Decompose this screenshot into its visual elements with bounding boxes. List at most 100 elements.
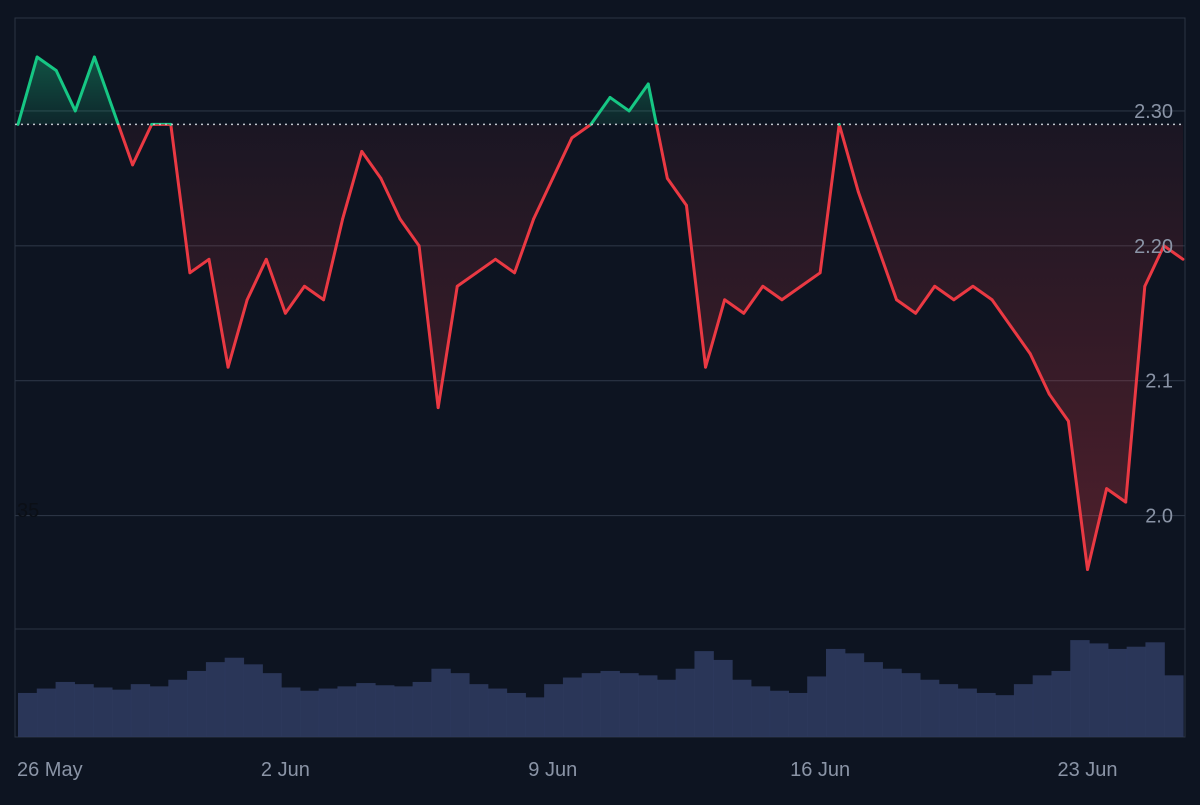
data-point bbox=[264, 257, 268, 261]
data-point bbox=[16, 123, 20, 126]
volume-bar bbox=[713, 659, 733, 737]
data-point bbox=[494, 257, 497, 261]
x-tick-label: 16 Jun bbox=[790, 759, 850, 781]
volume-bar bbox=[1164, 675, 1184, 737]
volume-bar bbox=[919, 679, 940, 737]
data-point bbox=[303, 284, 306, 288]
volume-bar bbox=[318, 688, 339, 737]
data-point bbox=[54, 69, 58, 72]
data-point bbox=[761, 284, 765, 288]
data-point bbox=[723, 298, 727, 302]
volume-bar bbox=[656, 679, 677, 737]
volume-bar bbox=[393, 686, 414, 737]
volume-bar bbox=[694, 651, 714, 737]
data-point bbox=[207, 257, 211, 261]
y-axis-labels: 2.0 2.1 2.20 2.30 bbox=[1134, 101, 1173, 528]
volume-bar bbox=[600, 670, 620, 737]
volume-bar bbox=[412, 681, 432, 737]
data-point bbox=[360, 149, 364, 153]
volume-bar bbox=[1070, 640, 1090, 737]
x-tick-label: 9 Jun bbox=[528, 759, 577, 781]
volume-bar bbox=[337, 686, 357, 737]
x-tick-label: 2 Jun bbox=[261, 759, 310, 781]
data-point bbox=[1162, 244, 1166, 248]
volume-bar bbox=[1145, 642, 1165, 737]
volume-bar bbox=[281, 687, 301, 737]
data-point bbox=[780, 298, 784, 302]
volume-bar bbox=[976, 692, 996, 737]
data-point bbox=[245, 298, 249, 302]
data-point bbox=[818, 271, 822, 275]
volume-bar bbox=[431, 668, 451, 737]
volume-bar bbox=[995, 695, 1015, 737]
data-point bbox=[283, 311, 287, 315]
data-point bbox=[704, 365, 707, 369]
data-point bbox=[1105, 487, 1109, 491]
data-point bbox=[551, 176, 555, 180]
volume-bar bbox=[750, 686, 771, 737]
volume-bar bbox=[938, 684, 959, 737]
price-line-below bbox=[17, 124, 1184, 572]
volume-bar bbox=[882, 668, 902, 737]
data-point bbox=[341, 217, 345, 221]
volume-bar bbox=[788, 692, 808, 737]
data-point bbox=[646, 82, 650, 86]
stray-label: 35 bbox=[17, 500, 39, 522]
volume-bar bbox=[844, 653, 865, 737]
data-point bbox=[322, 298, 325, 302]
volume-bar bbox=[36, 688, 57, 737]
volume-bar bbox=[506, 692, 526, 737]
data-point bbox=[226, 365, 230, 369]
data-point bbox=[990, 298, 994, 302]
volume-bar bbox=[18, 692, 38, 737]
data-point bbox=[513, 271, 516, 275]
data-point bbox=[92, 55, 96, 59]
volume-bar bbox=[675, 668, 696, 737]
data-point bbox=[742, 311, 746, 315]
volume-bar bbox=[149, 686, 169, 737]
price-line-above bbox=[16, 55, 841, 125]
data-point bbox=[1086, 568, 1089, 571]
data-point bbox=[112, 109, 115, 113]
volume-bar bbox=[356, 683, 376, 737]
volume-bar bbox=[111, 689, 132, 737]
data-point bbox=[570, 136, 574, 140]
data-point bbox=[856, 190, 860, 194]
data-point bbox=[35, 55, 39, 59]
volume-bar bbox=[262, 673, 282, 737]
data-point bbox=[379, 176, 383, 180]
volume-bar bbox=[450, 673, 470, 737]
volume-bar bbox=[825, 648, 846, 737]
volume-bar bbox=[807, 676, 827, 737]
volume-bar bbox=[1051, 670, 1071, 737]
volume-bar bbox=[769, 690, 790, 737]
data-point bbox=[627, 109, 631, 113]
data-point bbox=[131, 163, 134, 167]
x-tick-label: 23 Jun bbox=[1057, 759, 1117, 781]
data-point bbox=[799, 284, 803, 288]
volume-bar bbox=[1032, 675, 1053, 737]
y-tick-label: 2.0 bbox=[1145, 506, 1173, 528]
y-tick-label: 2.30 bbox=[1134, 101, 1173, 123]
data-point bbox=[608, 96, 612, 99]
volume-layer bbox=[18, 640, 1184, 737]
data-point bbox=[1009, 325, 1013, 329]
volume-bar bbox=[205, 662, 226, 737]
data-point bbox=[532, 217, 536, 221]
data-point bbox=[895, 298, 898, 302]
data-point bbox=[685, 203, 688, 207]
volume-bar bbox=[957, 688, 977, 737]
volume-bar bbox=[1126, 646, 1147, 737]
volume-bar bbox=[243, 664, 263, 737]
x-axis-labels: 26 May 2 Jun 9 Jun 16 Jun 23 Jun bbox=[17, 759, 1118, 781]
data-point bbox=[188, 271, 192, 275]
volume-bar bbox=[1107, 648, 1128, 737]
data-point bbox=[436, 406, 440, 410]
volume-bar bbox=[638, 675, 658, 737]
volume-bar bbox=[525, 697, 545, 737]
volume-bar bbox=[130, 684, 151, 737]
data-point bbox=[914, 311, 918, 315]
data-point bbox=[474, 271, 478, 275]
